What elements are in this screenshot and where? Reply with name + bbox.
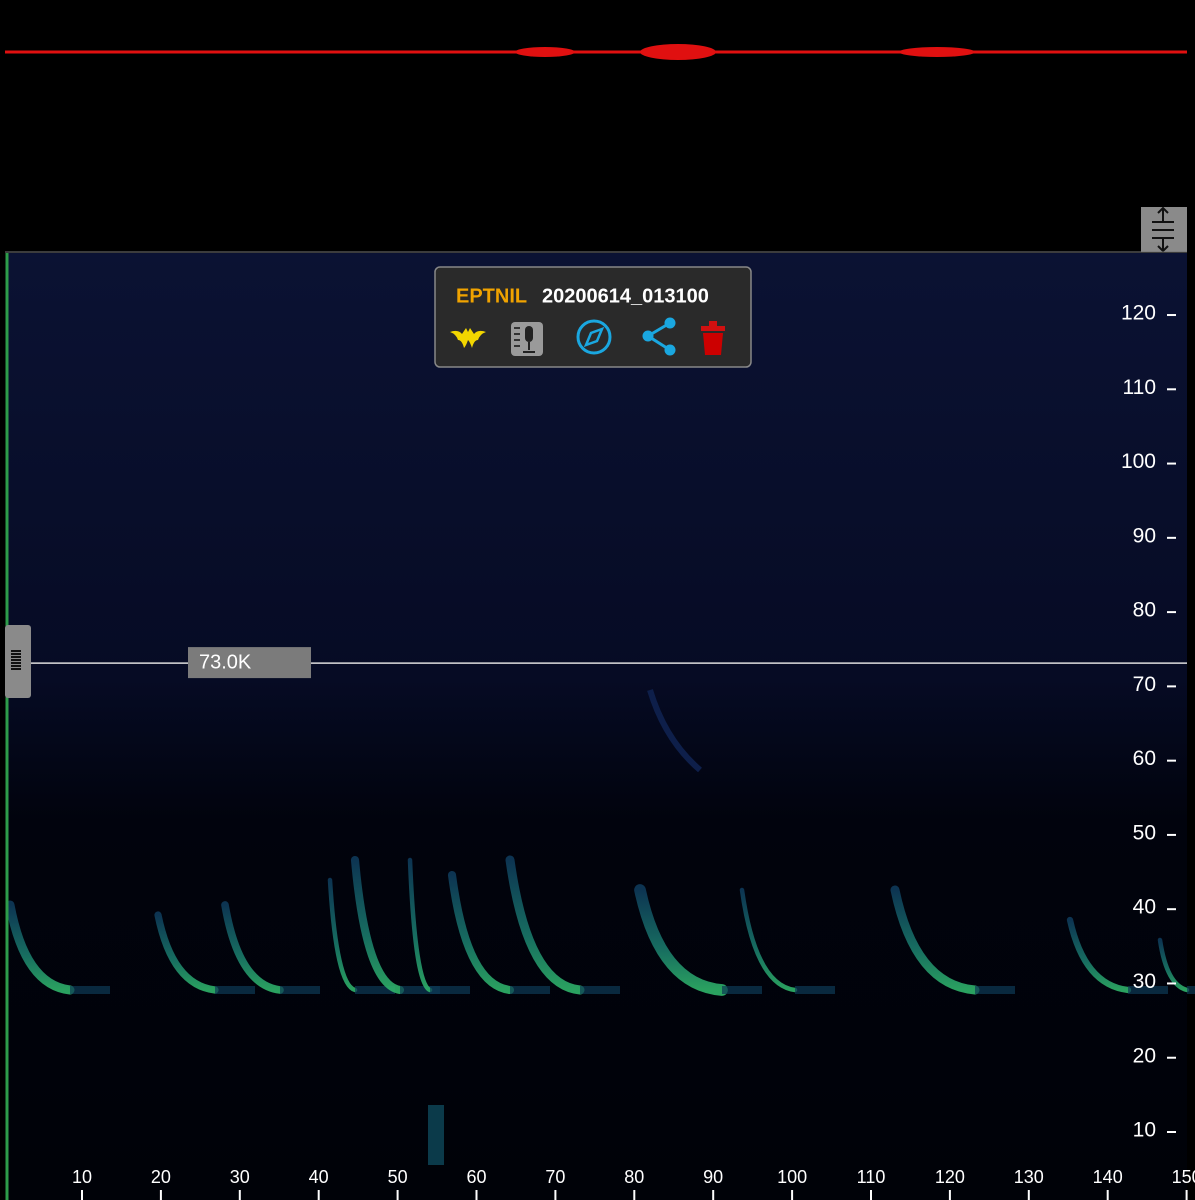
time-tick-label: 40 <box>309 1167 329 1187</box>
page: Spectrogram html, body { margin: 0; padd… <box>0 0 1195 1200</box>
app-body: {"header": {"species": "EPTNIL", "filena… <box>0 0 1195 1200</box>
frequency-tick-label: 70 <box>1133 673 1156 696</box>
time-tick-label: 20 <box>151 1167 171 1187</box>
frequency-tick-label: 10 <box>1133 1119 1156 1142</box>
frequency-tick-label: 60 <box>1133 747 1156 770</box>
frequency-tick-label: 20 <box>1133 1044 1156 1067</box>
waveform-burst <box>899 47 975 57</box>
frequency-tick-label: 50 <box>1133 821 1156 844</box>
cursor-handle[interactable] <box>5 625 31 698</box>
time-tick-label: 30 <box>230 1167 250 1187</box>
frequency-tick-label: 40 <box>1133 896 1156 919</box>
species-code: EPTNIL <box>456 285 527 307</box>
screen: 10 20 30 40 50 60 70 80 90 100 110 120 10 20 30 40 50 60… <box>0 0 1195 1200</box>
waveform-pane <box>5 5 1187 252</box>
time-tick-label: 10 <box>72 1167 92 1187</box>
recording-popup: EPTNIL 20200614_013100 <box>435 267 751 367</box>
delete-button[interactable] <box>701 321 725 355</box>
frequency-tick-label: 110 <box>1123 376 1156 399</box>
frequency-tick-label: 90 <box>1133 524 1156 547</box>
time-tick-label: 120 <box>935 1167 965 1187</box>
time-tick-label: 60 <box>466 1167 486 1187</box>
time-tick-label: 90 <box>703 1167 723 1187</box>
spectrogram <box>7 253 1187 1200</box>
frequency-tick-label: 120 <box>1121 302 1156 325</box>
waveform-burst <box>640 44 716 60</box>
file-name: 20200614_013100 <box>542 285 709 307</box>
frequency-tick-label: 80 <box>1133 599 1156 622</box>
time-tick-label: 50 <box>388 1167 408 1187</box>
frequency-tick-label: 30 <box>1133 970 1156 993</box>
time-tick-label: 100 <box>777 1167 807 1187</box>
cursor-label: 73.0K <box>199 651 252 673</box>
resize-handle[interactable] <box>1141 207 1187 252</box>
detector-button[interactable] <box>511 322 543 356</box>
waveform-burst <box>515 47 575 57</box>
time-tick-label: 80 <box>624 1167 644 1187</box>
time-tick-label: 150 <box>1172 1167 1195 1187</box>
noise-blip <box>428 1105 444 1165</box>
time-tick-label: 70 <box>545 1167 565 1187</box>
frequency-tick-label: 100 <box>1121 450 1156 473</box>
time-tick-label: 130 <box>1014 1167 1044 1187</box>
cursor-handle-grip <box>11 651 21 669</box>
time-tick-label: 140 <box>1093 1167 1123 1187</box>
time-tick-label: 110 <box>857 1167 886 1187</box>
